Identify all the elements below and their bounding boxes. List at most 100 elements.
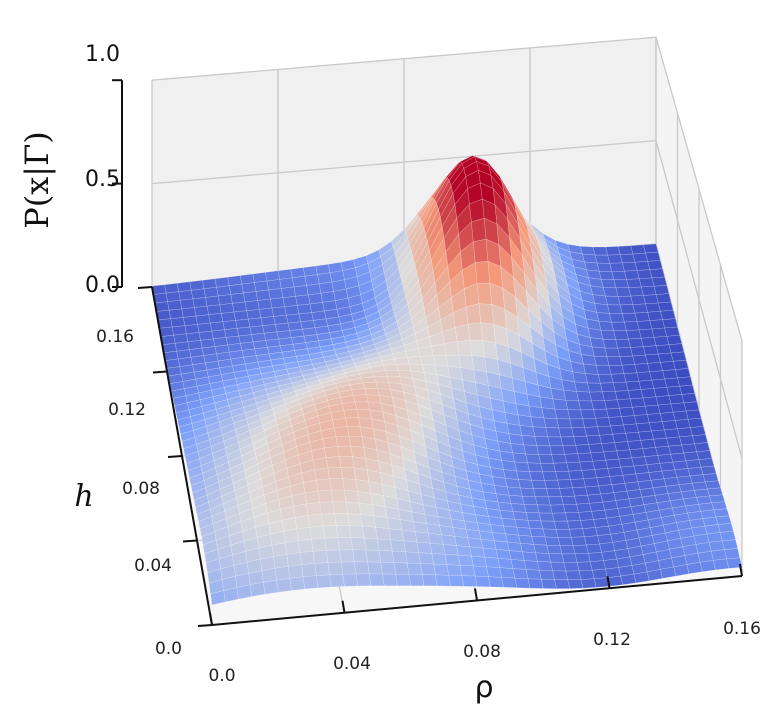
x-tick-label-1: 0.04 bbox=[333, 654, 371, 674]
surface-patch bbox=[636, 320, 653, 331]
surface-patch bbox=[672, 359, 689, 370]
surface-patch bbox=[329, 574, 345, 588]
surface-patch bbox=[495, 549, 512, 560]
y-tick-label-3: 0.12 bbox=[108, 400, 146, 420]
surface-patch bbox=[672, 410, 689, 421]
surface-patch bbox=[580, 519, 596, 529]
x-tick-1 bbox=[341, 600, 346, 613]
surface-patch bbox=[285, 313, 302, 324]
surface-patch bbox=[599, 434, 615, 444]
surface-patch bbox=[634, 414, 650, 425]
surface-patch bbox=[602, 391, 618, 401]
surface-patch bbox=[670, 351, 687, 362]
surface-patch bbox=[435, 574, 451, 587]
surface-patch bbox=[602, 338, 619, 349]
surface-patch bbox=[473, 238, 489, 263]
surface-patch bbox=[160, 334, 176, 345]
surface-patch bbox=[312, 550, 329, 564]
surface-patch bbox=[518, 534, 535, 545]
surface-patch bbox=[327, 467, 343, 480]
surface-patch bbox=[710, 549, 727, 561]
surface-patch bbox=[609, 313, 625, 323]
surface-patch bbox=[574, 553, 591, 563]
surface-patch bbox=[518, 479, 534, 489]
surface-patch bbox=[228, 283, 244, 295]
surface-patch bbox=[456, 545, 472, 557]
surface-patch bbox=[232, 301, 247, 313]
surface-patch bbox=[589, 501, 606, 512]
surface-patch bbox=[394, 357, 410, 365]
surface-patch bbox=[274, 566, 291, 581]
surface-patch bbox=[208, 313, 224, 324]
surface-patch bbox=[594, 468, 611, 478]
surface-patch bbox=[471, 555, 487, 568]
surface-patch bbox=[649, 421, 665, 432]
surface-patch bbox=[662, 369, 678, 380]
surface-patch bbox=[525, 569, 542, 580]
surface-patch bbox=[416, 541, 433, 554]
surface-patch bbox=[514, 577, 531, 589]
surface-patch bbox=[655, 445, 672, 456]
surface-patch bbox=[335, 435, 351, 447]
grid-z-level-1 bbox=[151, 139, 743, 459]
surface-patch bbox=[668, 444, 685, 455]
surface-patch bbox=[541, 407, 558, 419]
surface-patch bbox=[382, 573, 398, 586]
surface-patch bbox=[457, 554, 474, 567]
surface-patch bbox=[293, 285, 309, 297]
surface-patch bbox=[153, 292, 168, 304]
surface-patch bbox=[535, 552, 552, 563]
surface-patch bbox=[534, 436, 551, 447]
surface-patch bbox=[598, 484, 615, 495]
surface-patch bbox=[294, 515, 311, 530]
x-tick-label-0: 0.0 bbox=[208, 666, 235, 686]
surface-patch bbox=[580, 246, 596, 256]
surface-patch bbox=[530, 416, 547, 428]
surface-patch bbox=[308, 293, 323, 305]
surface-patch bbox=[527, 520, 544, 530]
surface-patch bbox=[520, 487, 536, 498]
surface-patch bbox=[681, 393, 698, 404]
surface-patch bbox=[590, 451, 607, 462]
surface-patch bbox=[666, 335, 683, 345]
surface-patch bbox=[595, 365, 612, 375]
surface-patch bbox=[486, 566, 502, 578]
surface-patch bbox=[525, 453, 542, 464]
surface-patch bbox=[651, 327, 668, 338]
surface-patch bbox=[664, 377, 681, 388]
surface-patch bbox=[619, 253, 636, 264]
surface-patch bbox=[429, 542, 446, 555]
surface-patch bbox=[617, 295, 634, 306]
surface-patch bbox=[375, 527, 391, 541]
surface-patch bbox=[510, 443, 527, 455]
surface-patch bbox=[471, 217, 487, 243]
surface-patch bbox=[355, 573, 372, 587]
surface-patch bbox=[192, 297, 208, 308]
surface-patch bbox=[640, 337, 657, 347]
tick-marks bbox=[112, 79, 743, 627]
surface-patch bbox=[521, 496, 538, 506]
surface-patch bbox=[612, 433, 628, 443]
surface-patch bbox=[314, 467, 330, 481]
surface-patch bbox=[605, 295, 621, 306]
surface-patch bbox=[638, 379, 655, 390]
surface-patch bbox=[696, 450, 713, 460]
surface-patch bbox=[573, 435, 590, 446]
surface-patch bbox=[373, 515, 390, 529]
surface-patch bbox=[523, 444, 540, 455]
surface-patch bbox=[600, 382, 616, 393]
surface-patch bbox=[241, 282, 257, 294]
surface-patch bbox=[606, 356, 623, 366]
surface-patch bbox=[288, 564, 304, 579]
surface-patch bbox=[471, 355, 487, 373]
surface-patch bbox=[585, 485, 602, 496]
surface-patch bbox=[538, 454, 555, 464]
surface-patch bbox=[675, 368, 691, 379]
surface-patch bbox=[628, 338, 644, 348]
surface-patch bbox=[584, 535, 600, 546]
surface-patch bbox=[570, 536, 587, 546]
surface-patch bbox=[646, 413, 663, 424]
surface-patch bbox=[587, 382, 603, 393]
surface-patch bbox=[544, 479, 560, 489]
surface-patch bbox=[586, 435, 603, 445]
